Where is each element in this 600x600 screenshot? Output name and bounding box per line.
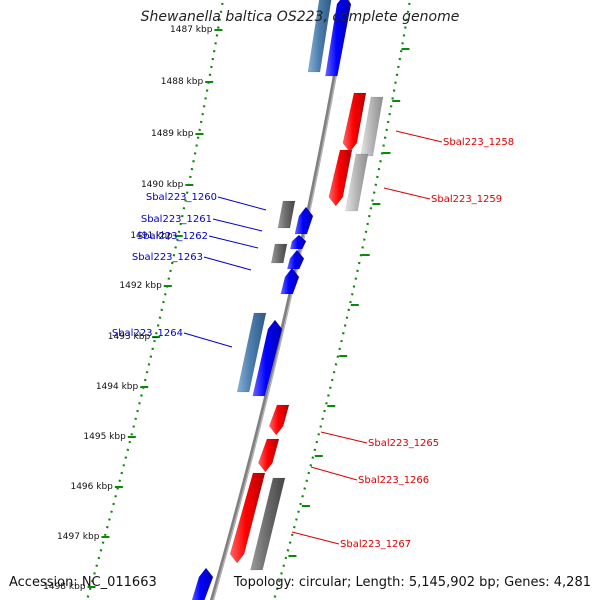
gene-label-leader [208,235,259,249]
gene-label-leader [203,256,252,271]
gene-label-leader [383,187,431,200]
gene-label-leader [217,196,267,211]
gene-label-leader [395,130,443,143]
accession-label: Accession: NC_011663 [9,575,157,590]
gene-label-leader [291,531,340,545]
gene-label-leader [310,466,358,481]
feature-bar [345,153,369,212]
tick-label: 1491 kbp [130,231,173,241]
tick-ring-outer [272,0,412,600]
gene-arrow [229,472,266,564]
feature-bar [250,477,286,571]
gene-arrow [294,206,314,235]
gene-arrow [268,404,290,436]
tick-label: 1492 kbp [119,281,162,291]
tick-label: 1487 kbp [170,25,213,35]
tick-label: 1489 kbp [151,129,194,139]
feature-bar [360,96,384,157]
gene-label: Sbal223_1264 [112,328,183,339]
tick-label: 1490 kbp [141,180,184,190]
gene-arrow [258,438,280,473]
tick-label: 1495 kbp [83,432,126,442]
tick-label: 1496 kbp [70,482,113,492]
gene-label: Sbal223_1261 [141,214,212,225]
feature-bar [307,0,332,73]
gene-arrow [252,319,283,397]
backbone [209,0,351,600]
gene-arrow [191,567,214,600]
tick-ring-inner [85,0,225,600]
feature-bar [270,243,288,264]
feature-bar [277,200,296,229]
gene-label-leader [320,431,368,444]
gene-label: Sbal223_1260 [146,192,217,203]
gene-label-leader [212,218,263,232]
gene-arrow [328,149,353,207]
gene-arrow [289,234,307,250]
backbone-highlight [212,0,351,600]
gene-arrow [286,249,305,270]
tick-label: 1497 kbp [57,532,100,542]
tick-label: 1488 kbp [161,77,204,87]
gene-label: Sbal223_1265 [368,438,439,449]
map-title: Shewanella baltica OS223, complete genom… [140,9,460,25]
tick-label: 1494 kbp [96,382,139,392]
gene-arrow [325,0,352,77]
gene-label: Sbal223_1259 [431,194,502,205]
topology-label: Topology: circular; Length: 5,145,902 bp… [233,575,591,590]
gene-label: Sbal223_1258 [443,137,514,148]
gene-label-leader [183,332,233,348]
gene-arrow [280,267,300,295]
gene-label: Sbal223_1262 [137,231,208,242]
gene-label: Sbal223_1267 [340,539,411,550]
tick-label: 1493 kbp [108,332,151,342]
gene-label: Sbal223_1263 [132,252,203,263]
gene-arrow [342,92,367,153]
tick-label: 1498 kbp [43,582,86,592]
feature-bar [236,312,267,393]
gene-label: Sbal223_1266 [358,475,429,486]
